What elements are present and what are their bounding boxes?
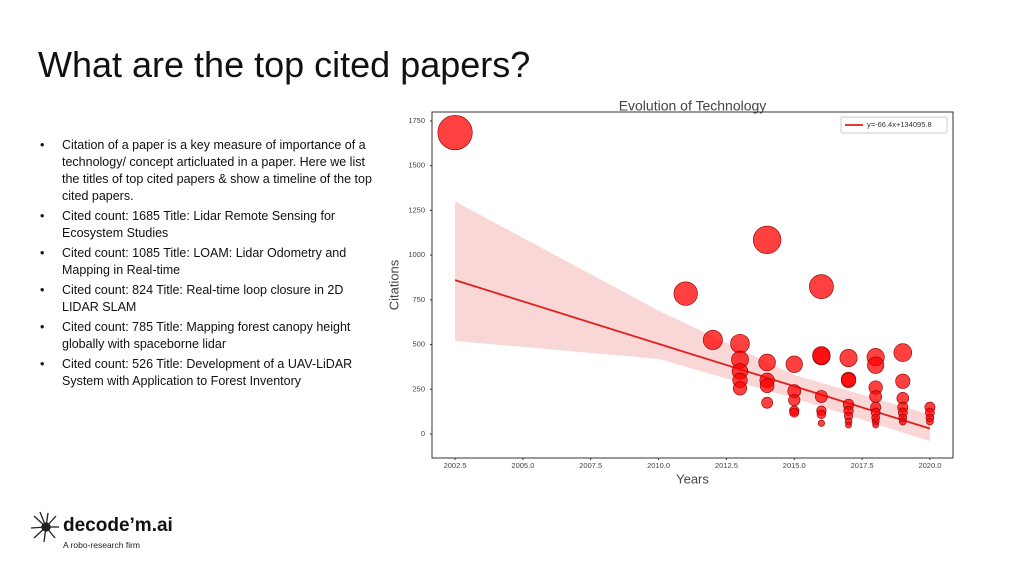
y-tick-label: 250 — [412, 384, 425, 393]
point — [867, 356, 885, 374]
bullet: Citation of a paper is a key measure of … — [40, 137, 380, 205]
point — [812, 346, 831, 365]
x-tick-label: 2017.5 — [851, 461, 874, 470]
point — [752, 225, 782, 255]
regression-line — [454, 279, 931, 430]
bullet: Cited count: 785 Title: Mapping forest c… — [40, 319, 380, 353]
bullet-list: Citation of a paper is a key measure of … — [40, 137, 380, 393]
bullet: Cited count: 824 Title: Real-time loop c… — [40, 282, 380, 316]
chart-title: Evolution of Technology — [619, 98, 767, 114]
point — [788, 393, 801, 407]
y-tick-label: 500 — [412, 340, 425, 349]
point — [817, 419, 825, 427]
x-tick-label: 2020.0 — [918, 461, 941, 470]
x-tick-label: 2005.0 — [511, 461, 534, 470]
point — [789, 407, 800, 418]
legend-label: y=-66.4x+134095.8 — [867, 120, 932, 129]
logo-tagline: A robo-research firm — [63, 540, 140, 550]
point — [437, 115, 473, 151]
y-tick-label: 1500 — [408, 161, 425, 170]
y-tick-label: 0 — [421, 429, 425, 438]
point — [816, 409, 827, 420]
point — [673, 281, 698, 306]
x-axis-label: Years — [676, 471, 709, 486]
point — [761, 396, 773, 409]
point — [732, 381, 747, 396]
point — [840, 372, 857, 388]
y-tick-label: 1000 — [408, 250, 425, 259]
point — [845, 421, 852, 429]
point — [895, 373, 911, 389]
point — [839, 349, 858, 367]
logo-name: decode’m.ai — [63, 515, 173, 536]
point — [785, 355, 803, 373]
point — [869, 390, 883, 403]
point — [815, 390, 828, 403]
x-tick-label: 2002.5 — [444, 461, 467, 470]
point — [893, 343, 913, 362]
x-tick-label: 2012.5 — [715, 461, 738, 470]
x-tick-label: 2007.5 — [579, 461, 602, 470]
y-tick-label: 750 — [412, 295, 425, 304]
confidence-band — [455, 201, 930, 442]
point — [809, 274, 834, 299]
y-tick-label: 1250 — [408, 205, 425, 214]
point — [898, 417, 907, 426]
point — [730, 333, 750, 354]
y-tick-label: 1750 — [408, 116, 425, 125]
y-axis-label: Citations — [386, 259, 401, 310]
x-tick-label: 2010.0 — [647, 461, 670, 470]
point — [702, 329, 723, 350]
logo-icon — [30, 511, 59, 543]
legend-box — [840, 116, 948, 134]
point — [926, 417, 934, 426]
point — [872, 421, 879, 429]
x-tick-label: 2015.0 — [783, 461, 806, 470]
point — [758, 353, 776, 372]
slide-title: What are the top cited papers? — [38, 44, 531, 85]
bullet: Cited count: 1685 Title: Lidar Remote Se… — [40, 208, 380, 242]
bullet: Cited count: 526 Title: Development of a… — [40, 356, 380, 390]
bullet: Cited count: 1085 Title: LOAM: Lidar Odo… — [40, 245, 380, 279]
point — [759, 378, 775, 393]
